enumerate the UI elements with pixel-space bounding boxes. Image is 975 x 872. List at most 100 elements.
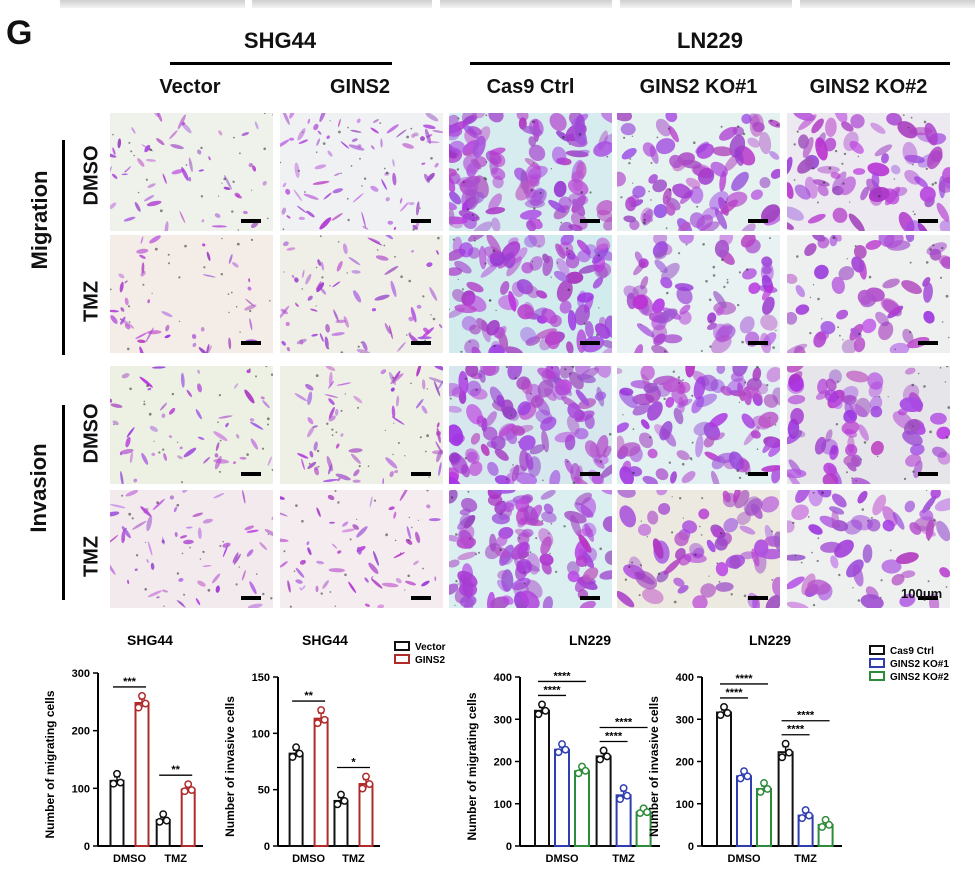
y-axis-label: Number of migrating cells	[465, 692, 479, 840]
data-point	[723, 708, 732, 717]
bar	[134, 701, 150, 847]
chart-1: SHG44 Number of migrating cells 0 100 200 300…	[43, 632, 203, 865]
data-point	[184, 780, 193, 789]
scale-bar-label: 100μm	[901, 586, 943, 601]
scale-bar	[748, 596, 768, 600]
significance-label: ***	[123, 676, 137, 688]
data-point	[162, 816, 171, 825]
y-tick-label: 100	[72, 783, 90, 795]
scale-bar	[918, 472, 938, 476]
group-title-shg44: SHG44	[243, 28, 317, 53]
bar	[313, 717, 329, 847]
row-group-label-invasion: Invasion	[26, 443, 51, 533]
micrograph-image	[617, 235, 780, 353]
top-image-strip	[800, 0, 975, 8]
x-tick-label: DMSO	[546, 853, 579, 865]
bar	[736, 775, 752, 848]
scale-bar	[411, 219, 431, 223]
scale-bar	[580, 472, 600, 476]
legend-swatch	[869, 658, 885, 668]
y-tick-label: 50	[258, 785, 270, 797]
data-point	[720, 703, 728, 711]
y-tick-label: 100	[494, 799, 512, 811]
y-axis-label: Number of invasive cells	[223, 696, 237, 837]
data-point	[320, 715, 329, 724]
data-point	[313, 719, 322, 728]
y-tick-label: 100	[252, 728, 270, 740]
x-tick-label: TMZ	[164, 853, 187, 865]
data-point	[138, 692, 146, 700]
data-point	[358, 784, 367, 793]
data-point	[821, 815, 830, 824]
scale-bar	[241, 472, 261, 476]
data-point	[534, 710, 543, 719]
y-tick-label: 400	[494, 672, 512, 684]
row-label-migration-dmso: DMSO	[80, 145, 103, 206]
data-point	[134, 703, 143, 712]
data-point	[781, 739, 790, 748]
legend-label: Vector	[415, 642, 446, 653]
bar	[777, 751, 794, 847]
panel-letter: G	[6, 14, 33, 52]
y-tick-label: 200	[72, 726, 90, 738]
bar	[574, 770, 590, 847]
top-image-strip	[620, 0, 792, 8]
micrograph-image	[280, 490, 443, 608]
micrograph-image	[617, 490, 780, 608]
significance-label: *	[351, 757, 356, 769]
data-point	[558, 740, 566, 749]
micrograph-image	[110, 235, 273, 353]
y-tick-label: 0	[688, 841, 694, 853]
micrograph-image	[110, 490, 273, 608]
row-label-migration-tmz: TMZ	[80, 280, 103, 323]
significance-label: **	[304, 690, 313, 702]
legend-label: GINS2 KO#2	[890, 672, 949, 683]
data-point	[643, 808, 652, 817]
significance-label: ****	[543, 684, 561, 696]
scale-bar	[411, 472, 431, 476]
y-tick-label: 300	[72, 668, 90, 680]
y-tick-label: 300	[494, 714, 512, 726]
group-underline-shg44	[170, 62, 392, 65]
legend-swatch	[394, 641, 410, 651]
data-point	[798, 814, 807, 823]
significance-label: ****	[735, 673, 753, 685]
data-point	[538, 700, 546, 709]
significance-label: ****	[553, 670, 571, 682]
significance-label: ****	[797, 710, 815, 722]
data-point	[292, 743, 301, 752]
data-point	[756, 787, 765, 796]
column-label-vector: Vector	[159, 76, 221, 98]
x-tick-label: TMZ	[342, 853, 365, 865]
scale-bar	[918, 596, 938, 600]
y-tick-label: 0	[84, 841, 90, 853]
group-title-ln229: LN229	[676, 28, 744, 53]
column-label-gins2-ko2: GINS2 KO#2	[809, 76, 928, 98]
micrograph-image	[110, 366, 273, 484]
data-point	[716, 711, 725, 719]
micrograph-image	[787, 490, 950, 608]
data-point	[333, 800, 342, 809]
chart-4: LN229 Number of invasive cells 0 100 200 300 4…	[647, 632, 949, 865]
chart-title: LN229	[569, 632, 611, 648]
y-tick-label: 200	[676, 757, 694, 769]
scale-bar	[241, 341, 261, 345]
y-tick-label: 150	[252, 672, 270, 684]
data-point	[554, 748, 563, 757]
micrograph-image	[787, 113, 950, 231]
scale-bar	[748, 219, 768, 223]
bar	[716, 711, 732, 847]
data-point	[785, 748, 794, 757]
data-point	[561, 745, 570, 754]
data-point	[288, 753, 297, 761]
data-point	[825, 820, 834, 829]
significance-label: ****	[787, 724, 805, 736]
micrograph-image	[449, 113, 612, 231]
bar	[358, 783, 374, 848]
data-point	[109, 779, 118, 788]
significance-label: ****	[615, 716, 633, 728]
micrograph-image	[280, 366, 443, 484]
column-label-gins2: GINS2	[329, 76, 391, 98]
y-tick-label: 400	[676, 672, 694, 684]
legend-label: GINS2	[415, 655, 445, 666]
